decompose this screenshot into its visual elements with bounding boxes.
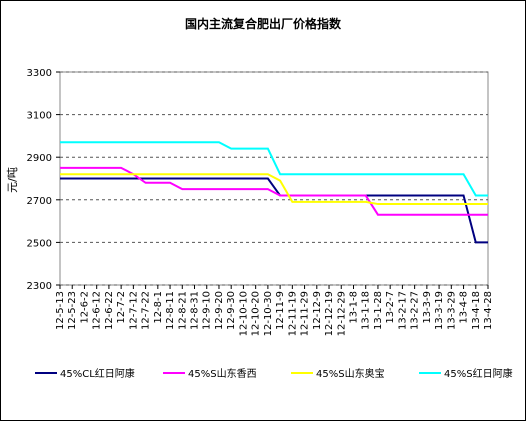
x-tick-label: 12-12-9 xyxy=(312,291,323,330)
y-tick-label: 2300 xyxy=(27,281,52,292)
x-tick-label: 13-1-18 xyxy=(361,291,372,330)
chart-title: 国内主流复合肥出厂价格指数 xyxy=(185,16,342,31)
x-tick-label: 13-4-28 xyxy=(483,291,494,330)
x-tick-label: 13-2-27 xyxy=(410,291,421,330)
x-tick-label: 12-9-20 xyxy=(214,291,225,330)
x-tick-label: 12-11-19 xyxy=(287,291,298,336)
y-tick-label: 2900 xyxy=(27,153,52,164)
x-tick-label: 12-8-11 xyxy=(165,291,176,330)
x-tick-label: 13-1-8 xyxy=(348,291,359,324)
x-tick-label: 12-8-21 xyxy=(177,291,188,330)
x-tick-label: 12-10-30 xyxy=(263,291,274,336)
x-tick-label: 13-2-17 xyxy=(397,291,408,330)
x-tick-label: 12-7-22 xyxy=(141,291,152,330)
series-line xyxy=(60,166,488,216)
x-tick-label: 12-7-12 xyxy=(128,291,139,330)
x-tick-label: 12-9-30 xyxy=(226,291,237,330)
y-tick-label: 2700 xyxy=(27,196,52,207)
x-tick-label: 12-10-10 xyxy=(238,291,249,336)
x-tick-label: 12-6-12 xyxy=(92,291,103,330)
legend-label: 45%S山东奥宝 xyxy=(316,367,385,380)
x-tick-label: 12-11-29 xyxy=(300,291,311,336)
x-tick-label: 12-12-19 xyxy=(324,291,335,336)
x-tick-label: 13-3-19 xyxy=(434,291,445,330)
x-tick-label: 12-8-1 xyxy=(153,291,164,324)
y-axis-label: 元/吨 xyxy=(6,167,19,193)
y-tick-label: 3100 xyxy=(27,111,52,122)
x-tick-label: 13-3-29 xyxy=(446,291,457,330)
legend-label: 45%S山东香西 xyxy=(188,367,257,380)
x-tick-label: 13-4-8 xyxy=(459,291,470,324)
series-line xyxy=(60,177,488,244)
x-tick-label: 12-11-9 xyxy=(275,291,286,330)
y-tick-label: 2500 xyxy=(27,238,52,249)
series-line xyxy=(60,173,488,206)
x-tick-label: 13-1-28 xyxy=(373,291,384,330)
x-tick-label: 12-6-22 xyxy=(104,291,115,330)
x-tick-label: 12-10-20 xyxy=(251,291,262,336)
series-line xyxy=(60,141,488,197)
y-tick-label: 3300 xyxy=(27,68,52,79)
x-tick-label: 12-5-23 xyxy=(67,291,78,330)
legend-label: 45%CL红日阿康 xyxy=(60,367,135,380)
x-tick-label: 12-9-10 xyxy=(202,291,213,330)
x-tick-label: 13-2-7 xyxy=(385,291,396,324)
x-tick-label: 13-4-18 xyxy=(471,291,482,330)
x-tick-label: 12-12-29 xyxy=(336,291,347,336)
legend-label: 45%S红日阿康 xyxy=(444,367,513,380)
x-tick-label: 13-3-9 xyxy=(422,291,433,324)
x-tick-label: 12-5-13 xyxy=(55,291,66,330)
x-tick-label: 12-8-31 xyxy=(190,291,201,330)
x-tick-label: 12-7-2 xyxy=(116,291,127,324)
x-tick-label: 12-6-2 xyxy=(79,291,90,324)
